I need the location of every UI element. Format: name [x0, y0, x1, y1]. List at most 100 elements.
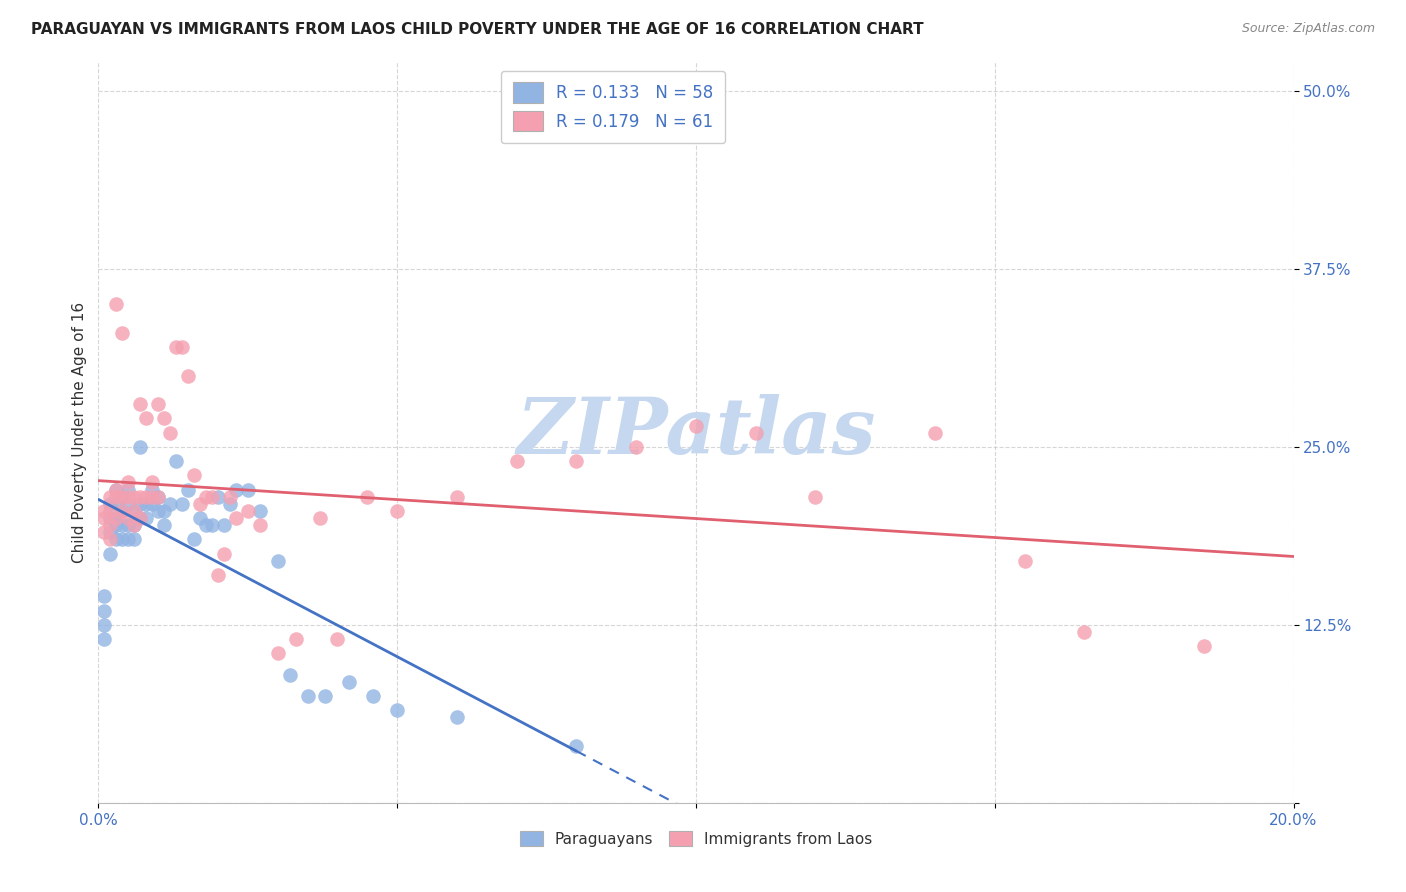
Point — [212, 547, 235, 561]
Point — [195, 490, 218, 504]
Point — [93, 632, 115, 646]
Point — [153, 518, 176, 533]
Point — [165, 454, 187, 468]
Point — [129, 511, 152, 525]
Point — [117, 518, 139, 533]
Point — [93, 504, 115, 518]
Point — [98, 525, 122, 540]
Point — [188, 497, 211, 511]
Point — [267, 554, 290, 568]
Point — [93, 525, 115, 540]
Point — [195, 518, 218, 533]
Point — [565, 454, 588, 468]
Point — [105, 511, 128, 525]
Point — [284, 632, 307, 646]
Point — [105, 518, 128, 533]
Point — [117, 533, 139, 547]
Point — [124, 504, 146, 518]
Point — [117, 475, 139, 490]
Point — [207, 490, 229, 504]
Point — [446, 490, 468, 504]
Point — [129, 397, 152, 411]
Point — [446, 710, 468, 724]
Point — [159, 425, 181, 440]
Point — [153, 411, 176, 425]
Point — [105, 497, 128, 511]
Point — [105, 483, 128, 497]
Point — [124, 504, 146, 518]
Point — [172, 497, 194, 511]
Point — [111, 518, 134, 533]
Point — [98, 497, 122, 511]
Point — [141, 475, 163, 490]
Point — [225, 511, 247, 525]
Point — [124, 490, 146, 504]
Point — [924, 425, 946, 440]
Point — [212, 518, 235, 533]
Point — [129, 490, 152, 504]
Point — [124, 533, 146, 547]
Point — [308, 511, 330, 525]
Point — [148, 397, 170, 411]
Point — [236, 504, 259, 518]
Point — [98, 504, 122, 518]
Point — [105, 490, 128, 504]
Point — [1014, 554, 1036, 568]
Point — [363, 689, 385, 703]
Point — [385, 504, 409, 518]
Point — [236, 483, 259, 497]
Point — [326, 632, 349, 646]
Point — [129, 511, 152, 525]
Point — [117, 490, 139, 504]
Point — [98, 547, 122, 561]
Point — [105, 483, 128, 497]
Point — [135, 497, 157, 511]
Point — [129, 440, 152, 454]
Point — [141, 483, 163, 497]
Point — [177, 483, 200, 497]
Point — [626, 440, 648, 454]
Text: PARAGUAYAN VS IMMIGRANTS FROM LAOS CHILD POVERTY UNDER THE AGE OF 16 CORRELATION: PARAGUAYAN VS IMMIGRANTS FROM LAOS CHILD… — [31, 22, 924, 37]
Point — [172, 340, 194, 354]
Point — [356, 490, 378, 504]
Point — [141, 497, 163, 511]
Text: Source: ZipAtlas.com: Source: ZipAtlas.com — [1241, 22, 1375, 36]
Point — [93, 604, 115, 618]
Point — [129, 497, 152, 511]
Point — [225, 483, 247, 497]
Point — [105, 511, 128, 525]
Point — [111, 326, 134, 340]
Point — [111, 490, 134, 504]
Point — [177, 368, 200, 383]
Point — [117, 483, 139, 497]
Point — [207, 568, 229, 582]
Point — [804, 490, 827, 504]
Point — [105, 533, 128, 547]
Legend: Paraguayans, Immigrants from Laos: Paraguayans, Immigrants from Laos — [512, 823, 880, 855]
Point — [135, 490, 157, 504]
Point — [297, 689, 319, 703]
Point — [135, 511, 157, 525]
Point — [249, 518, 271, 533]
Point — [183, 533, 205, 547]
Point — [148, 504, 170, 518]
Point — [111, 504, 134, 518]
Point — [201, 490, 224, 504]
Point — [506, 454, 529, 468]
Point — [188, 511, 211, 525]
Point — [219, 497, 242, 511]
Point — [565, 739, 588, 753]
Point — [1192, 639, 1215, 653]
Point — [93, 511, 115, 525]
Point — [685, 418, 707, 433]
Point — [339, 674, 361, 689]
Point — [105, 297, 128, 311]
Y-axis label: Child Poverty Under the Age of 16: Child Poverty Under the Age of 16 — [72, 302, 87, 563]
Point — [135, 411, 157, 425]
Point — [98, 511, 122, 525]
Point — [278, 667, 301, 681]
Point — [124, 518, 146, 533]
Text: ZIPatlas: ZIPatlas — [516, 394, 876, 471]
Point — [267, 646, 290, 660]
Point — [111, 504, 134, 518]
